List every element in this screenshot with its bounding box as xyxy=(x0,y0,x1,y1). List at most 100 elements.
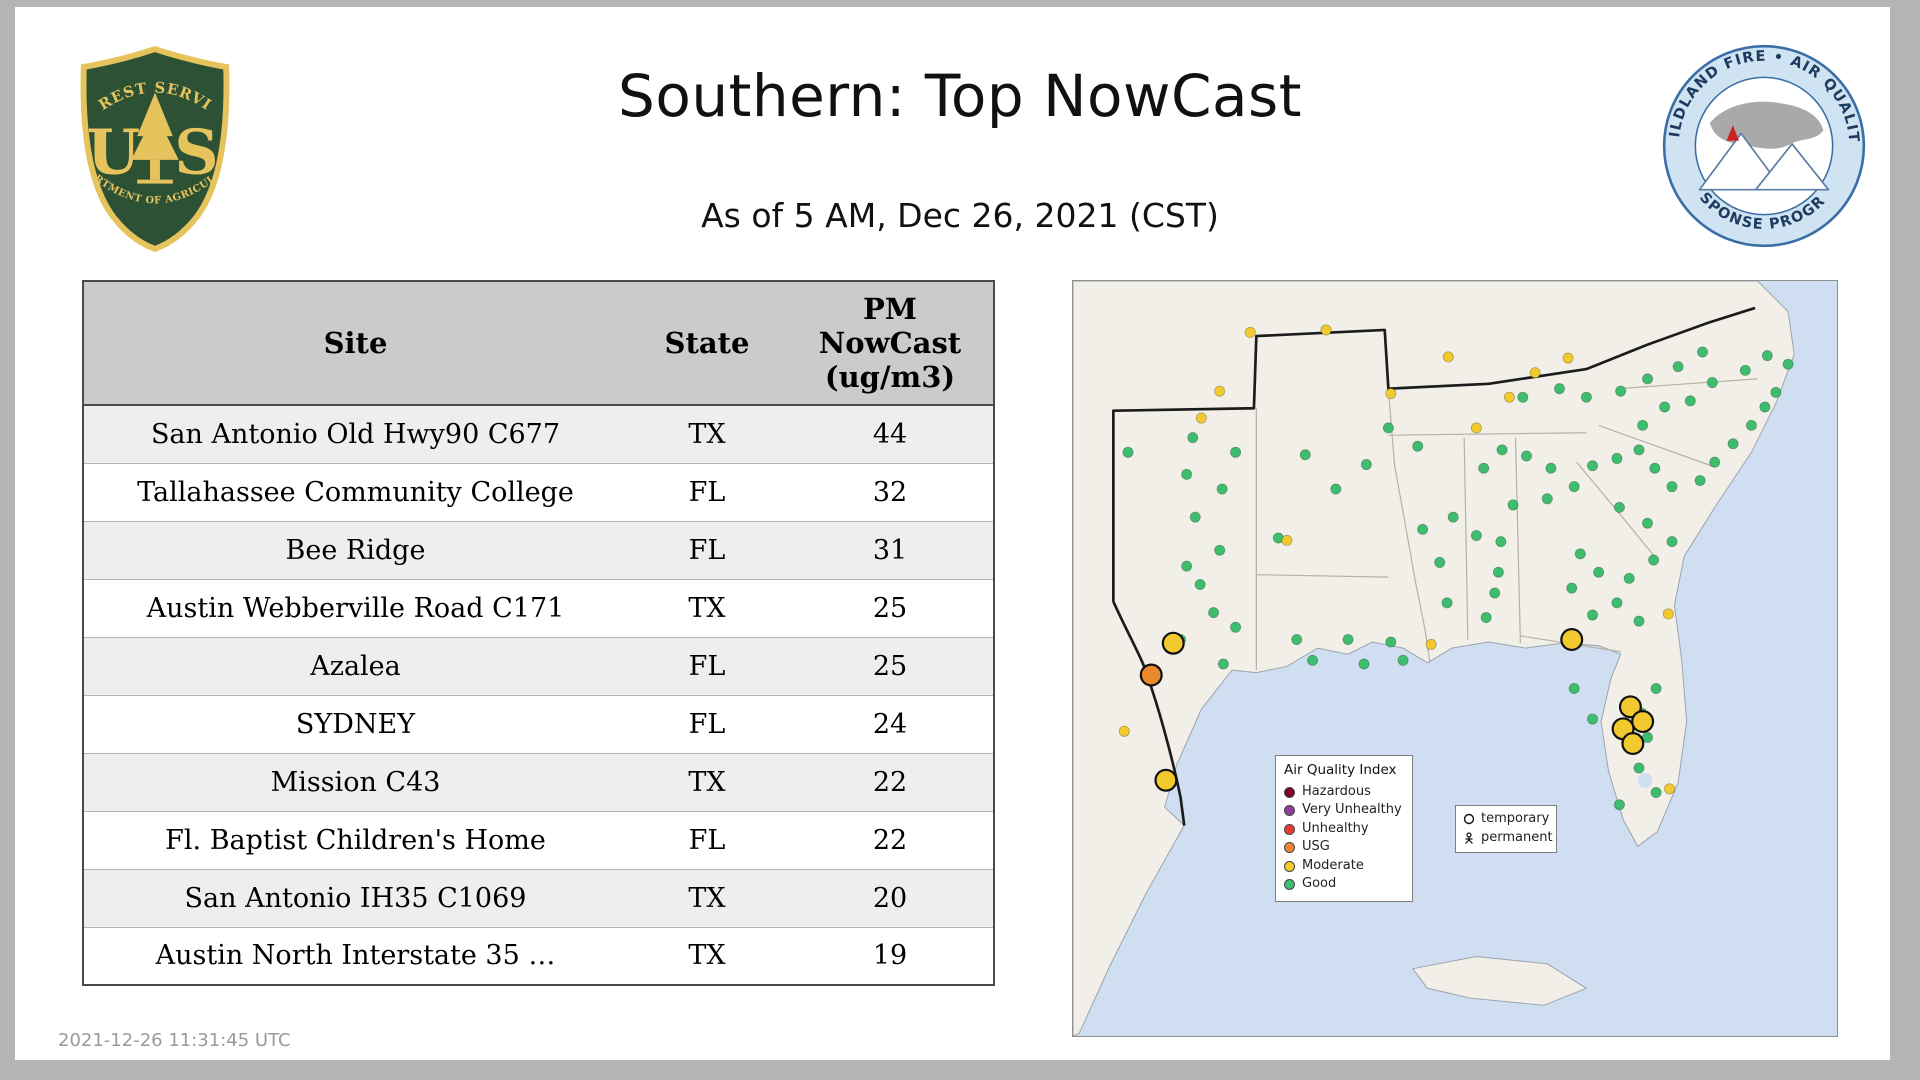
monitor-permanent xyxy=(1360,459,1372,471)
marker-legend: temporary permanent xyxy=(1455,805,1557,853)
cell-pm: 25 xyxy=(787,636,994,695)
cell-state: TX xyxy=(627,752,787,811)
page-title: Southern: Top NowCast xyxy=(618,62,1302,130)
monitor-permanent xyxy=(1521,450,1533,462)
monitor-permanent xyxy=(1642,373,1654,385)
monitor-permanent xyxy=(1611,597,1623,609)
cell-state: TX xyxy=(627,868,787,927)
permanent-marker-icon xyxy=(1465,832,1473,845)
nowcast-table: Site State PM NowCast (ug/m3) San Antoni… xyxy=(82,280,995,986)
aqi-legend-item: Hazardous xyxy=(1284,783,1404,801)
monitor-permanent xyxy=(1382,422,1394,434)
monitor-permanent xyxy=(1214,544,1226,556)
table-row: San Antonio Old Hwy90 C677 TX 44 xyxy=(83,404,994,463)
aqi-swatch xyxy=(1284,878,1295,890)
cell-pm: 44 xyxy=(787,404,994,463)
aqi-legend-item: Good xyxy=(1284,875,1404,893)
monitor-permanent xyxy=(1566,582,1578,594)
cell-site: Mission C43 xyxy=(83,752,627,811)
monitor-permanent xyxy=(1648,554,1660,566)
monitor-permanent xyxy=(1434,556,1446,568)
monitor-permanent xyxy=(1291,634,1303,646)
generated-timestamp: 2021-12-26 11:31:45 UTC xyxy=(58,1030,291,1051)
cell-site: Bee Ridge xyxy=(83,520,627,579)
monitor-permanent xyxy=(1672,361,1684,373)
monitor-permanent xyxy=(1633,615,1645,627)
monitor-permanent xyxy=(1181,468,1193,480)
cell-pm: 20 xyxy=(787,868,994,927)
monitor-permanent xyxy=(1782,358,1794,370)
monitor-permanent xyxy=(1230,621,1242,633)
cell-pm: 22 xyxy=(787,810,994,869)
monitor-permanent xyxy=(1611,452,1623,464)
monitor-permanent xyxy=(1587,609,1599,621)
monitor-permanent xyxy=(1217,658,1229,670)
cell-state: FL xyxy=(627,810,787,869)
cell-site: SYDNEY xyxy=(83,694,627,753)
aqi-swatch xyxy=(1284,842,1295,854)
monitor-permanent xyxy=(1342,634,1354,646)
aqi-label: Very Unhealthy xyxy=(1302,802,1402,818)
table-row: Bee Ridge FL 31 xyxy=(83,520,994,579)
monitor-permanent xyxy=(1412,440,1424,452)
monitor-dots xyxy=(1118,324,1794,811)
monitor-permanent xyxy=(1613,501,1625,513)
monitor-permanent xyxy=(1574,548,1586,560)
cell-pm: 25 xyxy=(787,578,994,637)
monitor-permanent xyxy=(1495,536,1507,548)
monitor-permanent xyxy=(1593,566,1605,578)
monitor-permanent xyxy=(1281,534,1293,546)
aqi-swatch xyxy=(1284,860,1295,872)
monitor-permanent xyxy=(1358,658,1370,670)
cell-state: TX xyxy=(627,578,787,637)
cell-site: Azalea xyxy=(83,636,627,695)
monitor-permanent xyxy=(1529,367,1541,379)
table-row: Fl. Baptist Children's Home FL 22 xyxy=(83,810,994,869)
monitor-permanent xyxy=(1650,786,1662,798)
monitor-temporary xyxy=(1154,768,1178,792)
table-row: SYDNEY FL 24 xyxy=(83,694,994,753)
monitor-permanent xyxy=(1195,412,1207,424)
aqi-legend-title: Air Quality Index xyxy=(1284,762,1397,778)
table-row: Tallahassee Community College FL 32 xyxy=(83,462,994,521)
monitor-permanent xyxy=(1615,385,1627,397)
monitor-permanent xyxy=(1208,607,1220,619)
table-header: Site State PM NowCast (ug/m3) xyxy=(83,281,994,406)
monitor-permanent xyxy=(1650,682,1662,694)
monitor-permanent xyxy=(1489,587,1501,599)
cell-site: San Antonio Old Hwy90 C677 xyxy=(83,404,627,463)
cell-site: Austin Webberville Road C171 xyxy=(83,578,627,637)
temporary-label: temporary xyxy=(1481,811,1550,826)
cell-state: TX xyxy=(627,926,787,985)
monitor-permanent xyxy=(1470,530,1482,542)
cell-state: FL xyxy=(627,462,787,521)
monitor-permanent xyxy=(1662,608,1674,620)
monitor-permanent xyxy=(1330,483,1342,495)
cell-pm: 32 xyxy=(787,462,994,521)
monitor-permanent xyxy=(1587,460,1599,472)
aqi-swatch xyxy=(1284,823,1295,835)
monitor-permanent xyxy=(1517,391,1529,403)
monitor-permanent xyxy=(1214,385,1226,397)
permanent-label: permanent xyxy=(1481,829,1553,845)
table-row: Azalea FL 25 xyxy=(83,636,994,695)
monitor-permanent xyxy=(1727,438,1739,450)
monitor-permanent xyxy=(1122,446,1134,458)
page-subtitle: As of 5 AM, Dec 26, 2021 (CST) xyxy=(701,196,1219,235)
monitor-permanent xyxy=(1216,483,1228,495)
cell-pm: 24 xyxy=(787,694,994,753)
monitor-permanent xyxy=(1503,391,1515,403)
monitor-permanent xyxy=(1649,462,1661,474)
cell-pm: 19 xyxy=(787,926,994,985)
monitor-permanent xyxy=(1554,383,1566,395)
cell-site: San Antonio IH35 C1069 xyxy=(83,868,627,927)
wfaqrp-logo: WILDLAND FIRE • AIR QUALITY RESPONSE PRO… xyxy=(1660,42,1866,248)
monitor-temporary xyxy=(1618,695,1642,719)
monitor-permanent xyxy=(1507,499,1519,511)
monitor-permanent xyxy=(1541,493,1553,505)
cell-pm: 31 xyxy=(787,520,994,579)
monitor-permanent xyxy=(1739,364,1751,376)
temporary-marker-icon xyxy=(1463,814,1475,825)
monitor-temporary xyxy=(1161,631,1185,655)
monitor-permanent xyxy=(1470,422,1482,434)
